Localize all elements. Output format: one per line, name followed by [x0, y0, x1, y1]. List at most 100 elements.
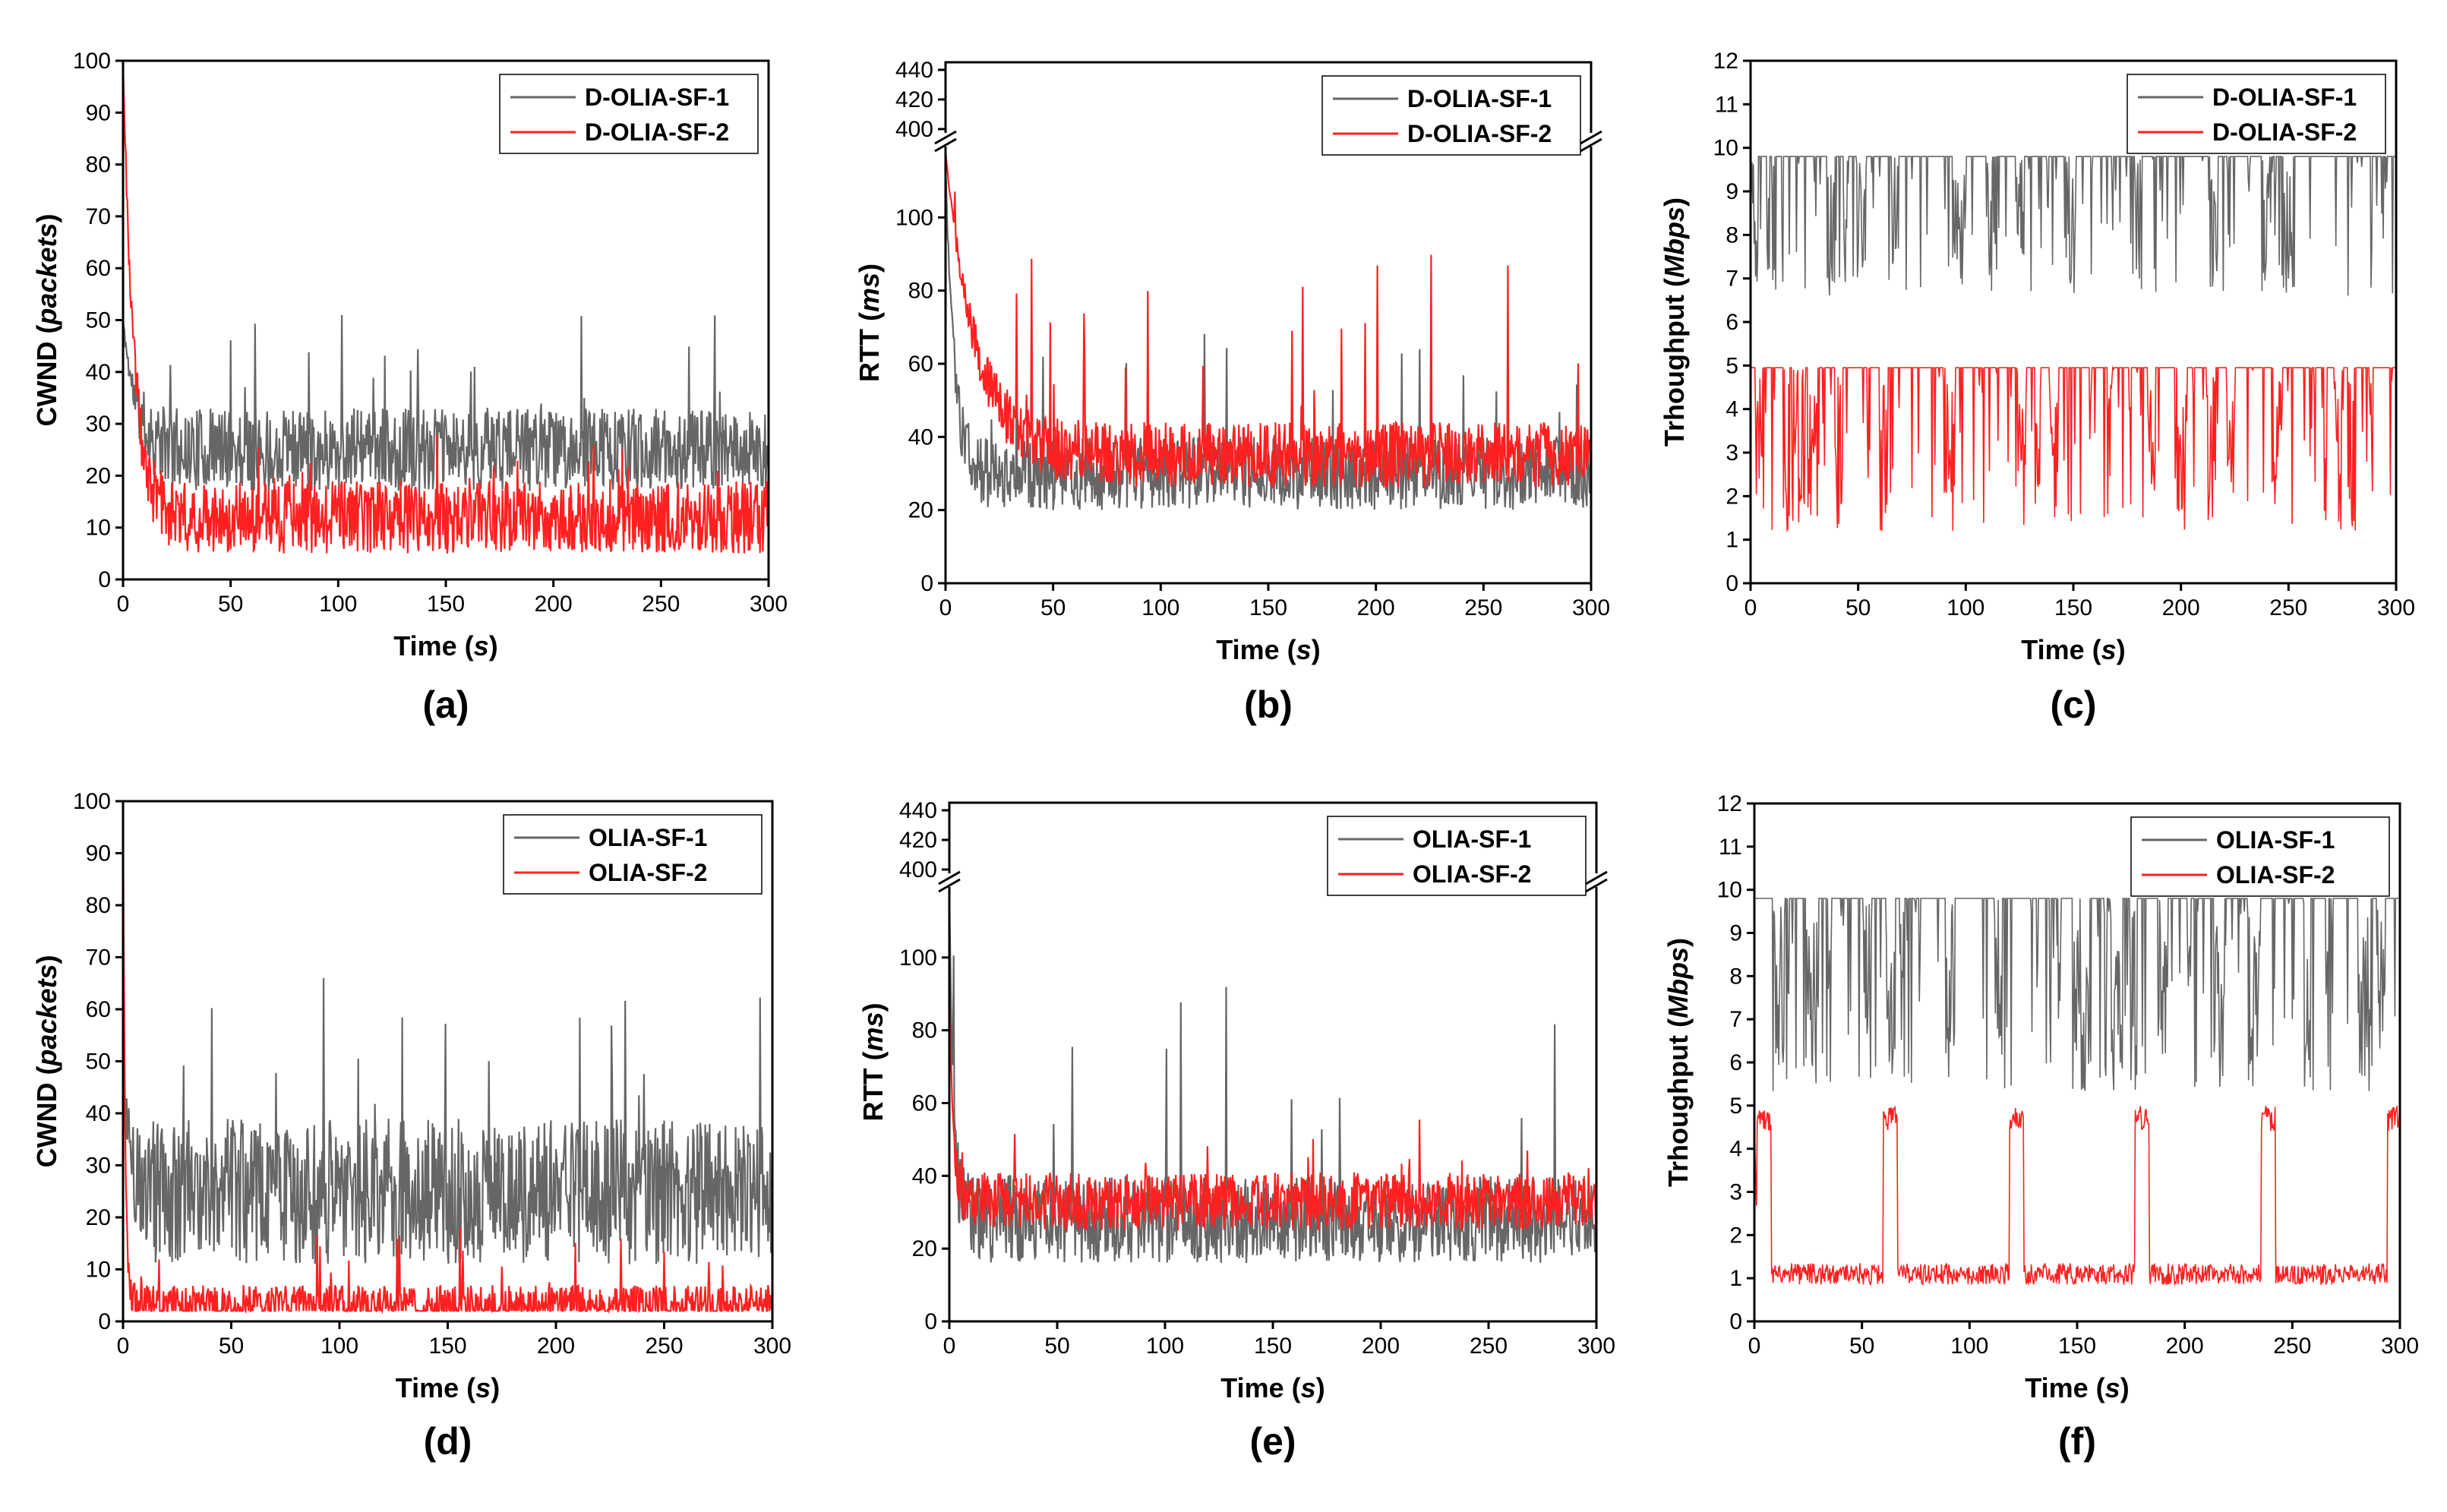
x-tick-label: 150 — [1254, 1334, 1292, 1359]
x-tick-label: 200 — [2162, 595, 2200, 620]
x-axis-label: Time (s) — [396, 1372, 500, 1403]
legend-label-2: D-OLIA-SF-2 — [1407, 120, 1552, 147]
legend-box — [2130, 816, 2390, 897]
series-line-2 — [949, 993, 1596, 1233]
y-tick-label: 8 — [1726, 223, 1738, 248]
y-tick-label: 80 — [908, 279, 933, 304]
legend-box — [2127, 74, 2386, 154]
legend-label-2: OLIA-SF-2 — [1413, 860, 1531, 888]
y-tick-label: 3 — [1729, 1180, 1742, 1205]
x-tick-label: 300 — [1577, 1334, 1615, 1359]
y-tick-label: 50 — [86, 308, 111, 333]
x-axis-label: Time (s) — [1216, 634, 1320, 665]
y-tick-label: 40 — [908, 425, 933, 450]
x-tick-label: 300 — [2381, 1334, 2419, 1359]
y-tick-label: 6 — [1729, 1050, 1742, 1075]
x-tick-label: 250 — [645, 1334, 683, 1359]
y-tick-label: 7 — [1729, 1007, 1742, 1032]
y-tick-label: 440 — [895, 58, 933, 83]
panel-label: (b) — [1244, 683, 1293, 726]
axis-break-mark — [934, 130, 957, 145]
legend-label-1: D-OLIA-SF-1 — [585, 84, 729, 111]
x-tick-label: 300 — [2377, 595, 2415, 620]
x-tick-label: 50 — [1044, 1334, 1069, 1359]
axis-break-mark — [1585, 878, 1608, 893]
legend-label-1: OLIA-SF-1 — [2216, 826, 2335, 854]
axis-break-mark — [1580, 137, 1602, 153]
x-axis-label: Time (s) — [1220, 1372, 1325, 1403]
x-tick-label: 250 — [2269, 595, 2307, 620]
y-tick-label: 0 — [1729, 1309, 1742, 1334]
y-tick-label: 440 — [899, 798, 937, 823]
y-tick-label: 30 — [86, 1154, 111, 1179]
x-tick-label: 0 — [117, 592, 130, 617]
y-tick-label: 0 — [1726, 571, 1738, 596]
x-tick-label: 300 — [750, 592, 788, 617]
y-tick-label: 80 — [86, 893, 111, 918]
x-tick-label: 50 — [1849, 1334, 1874, 1359]
y-tick-label: 10 — [86, 516, 111, 541]
y-tick-label: 4 — [1726, 397, 1738, 422]
series-line-2 — [123, 61, 769, 554]
y-tick-label: 70 — [86, 945, 111, 971]
legend-box — [503, 814, 763, 895]
x-tick-label: 250 — [642, 592, 680, 617]
x-tick-label: 50 — [1846, 595, 1871, 620]
x-tick-label: 250 — [2273, 1334, 2311, 1359]
y-tick-label: 20 — [912, 1236, 937, 1261]
y-tick-label: 20 — [908, 498, 933, 523]
legend-label-1: D-OLIA-SF-1 — [1407, 85, 1552, 112]
y-tick-label: 3 — [1726, 440, 1738, 466]
x-tick-label: 250 — [1470, 1334, 1508, 1359]
panel-label: (a) — [422, 683, 469, 726]
y-tick-label: 12 — [1717, 791, 1742, 816]
legend-label-2: D-OLIA-SF-2 — [2212, 118, 2357, 146]
y-tick-label: 8 — [1729, 964, 1742, 989]
x-tick-label: 200 — [537, 1334, 575, 1359]
x-tick-label: 200 — [1362, 1334, 1400, 1359]
y-tick-label: 400 — [895, 117, 933, 142]
x-tick-label: 0 — [1748, 1334, 1761, 1359]
x-tick-label: 150 — [428, 1334, 466, 1359]
y-tick-label: 11 — [1715, 92, 1738, 117]
y-tick-label: 60 — [86, 997, 111, 1022]
y-tick-label: 90 — [86, 100, 111, 125]
y-tick-label: 100 — [73, 789, 111, 814]
x-tick-label: 200 — [2166, 1334, 2204, 1359]
series-line-1 — [1751, 155, 2396, 296]
chart-panel-a: 0 50 100 150 200 250 300 0 10 20 30 40 50 60 70 80 90 100… — [31, 49, 788, 726]
series-line-1 — [123, 977, 772, 1264]
x-tick-label: 150 — [2054, 595, 2092, 620]
y-tick-label: 60 — [912, 1091, 937, 1116]
x-tick-label: 0 — [939, 595, 952, 620]
series-line-2 — [1751, 365, 2396, 533]
y-tick-label: 10 — [1713, 136, 1738, 161]
x-tick-label: 100 — [319, 592, 357, 617]
y-tick-label: 10 — [1717, 878, 1742, 903]
y-axis-label: Trhoughput (Mbps) — [1659, 197, 1690, 447]
y-tick-label: 60 — [86, 256, 111, 281]
x-tick-label: 100 — [1947, 595, 1984, 620]
x-tick-label: 300 — [753, 1334, 791, 1359]
legend-label-2: OLIA-SF-2 — [589, 859, 707, 886]
legend-box — [1327, 816, 1587, 896]
y-tick-label: 420 — [895, 87, 933, 112]
legend-label-2: OLIA-SF-2 — [2216, 861, 2335, 889]
y-tick-label: 11 — [1719, 835, 1742, 860]
x-axis-label: Time (s) — [393, 630, 497, 661]
x-tick-label: 100 — [1141, 595, 1179, 620]
x-axis-label: Time (s) — [2025, 1372, 2129, 1403]
axis-break-mark — [938, 870, 961, 885]
y-tick-label: 0 — [920, 571, 933, 596]
y-axis-label: Trhoughput (Mbps) — [1662, 938, 1694, 1187]
y-tick-label: 12 — [1713, 49, 1738, 74]
y-tick-label: 40 — [86, 360, 111, 385]
y-tick-label: 90 — [86, 841, 111, 866]
x-tick-label: 150 — [2058, 1334, 2096, 1359]
y-tick-label: 0 — [98, 1309, 111, 1334]
y-tick-label: 20 — [86, 463, 111, 488]
legend-label-2: D-OLIA-SF-2 — [585, 118, 729, 146]
